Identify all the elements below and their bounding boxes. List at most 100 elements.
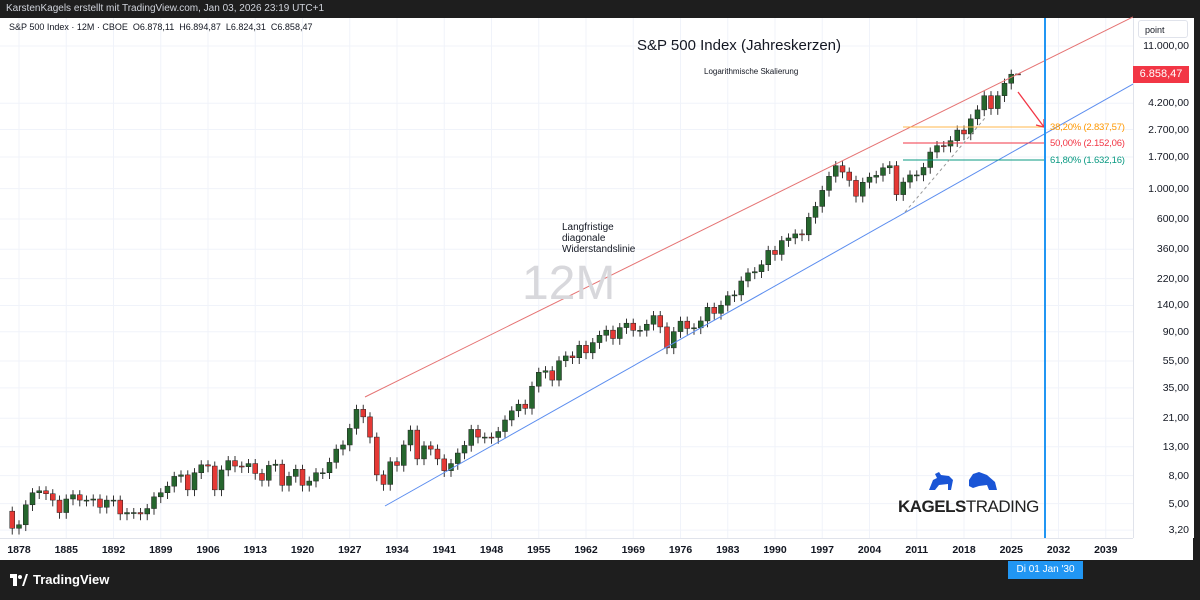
candle[interactable] xyxy=(711,302,717,320)
candle[interactable] xyxy=(97,494,103,514)
candle[interactable] xyxy=(1001,78,1008,102)
candle[interactable] xyxy=(279,459,285,492)
candle[interactable] xyxy=(947,136,954,153)
candle[interactable] xyxy=(887,161,893,175)
candle[interactable] xyxy=(677,316,684,338)
candle[interactable] xyxy=(502,415,508,438)
candle[interactable] xyxy=(259,468,265,487)
candle[interactable] xyxy=(806,212,812,242)
candle[interactable] xyxy=(495,426,501,444)
candle[interactable] xyxy=(569,351,576,365)
candle[interactable] xyxy=(353,404,360,435)
candle[interactable] xyxy=(23,500,29,532)
candle[interactable] xyxy=(866,172,873,189)
candle[interactable] xyxy=(16,520,22,535)
candle[interactable] xyxy=(961,125,967,141)
support-trendline[interactable] xyxy=(384,83,1133,507)
candle[interactable] xyxy=(988,91,994,115)
candle[interactable] xyxy=(860,177,866,203)
candle[interactable] xyxy=(779,235,785,261)
candle[interactable] xyxy=(610,325,616,345)
candle[interactable] xyxy=(252,458,258,480)
candle[interactable] xyxy=(785,233,792,247)
candle[interactable] xyxy=(272,459,279,472)
candle[interactable] xyxy=(536,367,542,393)
candle[interactable] xyxy=(893,161,900,201)
candle[interactable] xyxy=(826,171,832,197)
candle[interactable] xyxy=(914,170,920,182)
candle[interactable] xyxy=(131,507,137,519)
candle[interactable] xyxy=(245,458,252,473)
candle[interactable] xyxy=(637,325,643,337)
candle[interactable] xyxy=(488,432,495,444)
candle[interactable] xyxy=(9,506,15,535)
candle[interactable] xyxy=(374,432,380,482)
candle[interactable] xyxy=(549,366,555,387)
candle[interactable] xyxy=(596,330,603,349)
candle[interactable] xyxy=(434,444,441,466)
candle[interactable] xyxy=(833,161,839,183)
candle[interactable] xyxy=(347,423,353,452)
candle[interactable] xyxy=(43,486,49,501)
candle[interactable] xyxy=(644,319,650,337)
scale-unit-label[interactable]: point xyxy=(1138,20,1188,38)
candle[interactable] xyxy=(765,245,771,272)
candle[interactable] xyxy=(394,457,400,472)
candle[interactable] xyxy=(367,412,373,444)
price-chart[interactable] xyxy=(0,0,1133,538)
candle[interactable] xyxy=(313,468,319,488)
candle[interactable] xyxy=(630,318,636,337)
candle[interactable] xyxy=(83,495,90,507)
candle[interactable] xyxy=(191,468,198,497)
candle[interactable] xyxy=(529,381,535,415)
candle[interactable] xyxy=(326,457,333,479)
candle[interactable] xyxy=(50,489,56,507)
candle[interactable] xyxy=(205,460,211,473)
candle[interactable] xyxy=(77,490,83,507)
candle[interactable] xyxy=(340,440,346,456)
candle[interactable] xyxy=(428,441,434,456)
candle[interactable] xyxy=(745,268,751,288)
chart-title[interactable]: S&P 500 Index (Jahreskerzen) xyxy=(637,37,842,54)
candle[interactable] xyxy=(36,486,42,500)
candle[interactable] xyxy=(853,175,859,203)
candle[interactable] xyxy=(974,105,981,126)
fib-trend-dashed[interactable] xyxy=(904,117,986,213)
candle[interactable] xyxy=(110,495,117,507)
candle[interactable] xyxy=(563,351,569,368)
candle[interactable] xyxy=(934,141,940,159)
candle[interactable] xyxy=(907,170,913,189)
candle[interactable] xyxy=(812,201,819,224)
candle[interactable] xyxy=(468,424,474,452)
candle[interactable] xyxy=(320,468,326,479)
resistance-note[interactable]: Langfristige diagonale Widerstandslinie xyxy=(562,222,635,255)
candle[interactable] xyxy=(218,465,225,497)
candle[interactable] xyxy=(799,229,805,242)
candle[interactable] xyxy=(414,425,420,466)
candle[interactable] xyxy=(360,404,366,424)
candle[interactable] xyxy=(461,440,468,460)
candle[interactable] xyxy=(171,471,177,493)
candle[interactable] xyxy=(839,161,846,179)
candle[interactable] xyxy=(299,464,306,492)
candle[interactable] xyxy=(583,340,589,360)
candle[interactable] xyxy=(198,460,204,479)
tradingview-logo[interactable]: TradingView xyxy=(10,572,109,587)
candle[interactable] xyxy=(657,310,663,334)
candle[interactable] xyxy=(1008,69,1014,90)
candle[interactable] xyxy=(178,470,184,483)
candle[interactable] xyxy=(29,488,36,512)
candle[interactable] xyxy=(63,494,69,519)
candle[interactable] xyxy=(293,464,299,483)
candle[interactable] xyxy=(920,162,927,182)
candle[interactable] xyxy=(185,470,191,497)
candle[interactable] xyxy=(873,170,879,184)
time-axis[interactable]: 1878 1885 1892 1899 1906 1913 1920 1927 1934 1941… xyxy=(0,538,1133,561)
candle[interactable] xyxy=(954,125,960,147)
candle[interactable] xyxy=(819,185,825,213)
candle[interactable] xyxy=(151,492,157,515)
candle[interactable] xyxy=(56,495,63,519)
candle[interactable] xyxy=(333,444,339,469)
candle[interactable] xyxy=(286,471,292,492)
candle[interactable] xyxy=(90,494,96,507)
